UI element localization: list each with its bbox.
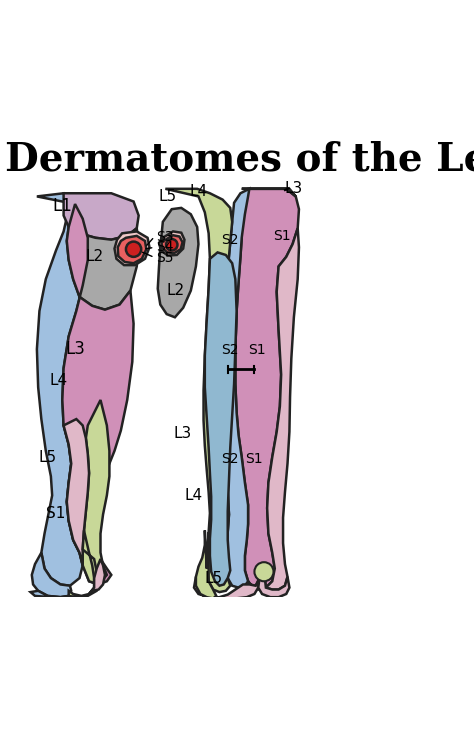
Text: L4: L4 [190, 184, 208, 199]
Text: L3: L3 [65, 340, 85, 358]
Polygon shape [89, 559, 105, 594]
Polygon shape [258, 570, 290, 597]
Polygon shape [248, 570, 266, 590]
Text: S4: S4 [156, 240, 173, 254]
Polygon shape [159, 231, 184, 255]
Text: Dermatomes of the Legs: Dermatomes of the Legs [5, 140, 474, 179]
Polygon shape [115, 231, 149, 265]
Text: L5: L5 [158, 189, 176, 204]
Polygon shape [158, 208, 199, 318]
Text: S2: S2 [221, 451, 239, 466]
Polygon shape [196, 531, 216, 599]
Text: L4: L4 [50, 374, 68, 388]
Text: L5: L5 [204, 571, 222, 585]
Polygon shape [63, 204, 134, 585]
Text: S2: S2 [221, 233, 239, 247]
Polygon shape [64, 193, 139, 239]
Polygon shape [69, 531, 99, 597]
Polygon shape [221, 189, 249, 588]
Text: L5: L5 [38, 450, 56, 465]
Polygon shape [82, 400, 109, 585]
Text: L3: L3 [285, 181, 303, 196]
Polygon shape [165, 189, 232, 592]
Text: S5: S5 [156, 250, 173, 264]
Polygon shape [67, 227, 139, 310]
Polygon shape [30, 591, 69, 597]
Polygon shape [64, 419, 89, 565]
Polygon shape [205, 253, 237, 585]
Text: L4: L4 [184, 488, 202, 503]
Polygon shape [118, 236, 146, 264]
Text: L2: L2 [167, 283, 185, 298]
Circle shape [255, 562, 273, 581]
Polygon shape [37, 193, 88, 585]
Circle shape [166, 239, 177, 250]
Polygon shape [242, 189, 296, 196]
Text: L2: L2 [85, 250, 103, 264]
Text: S1: S1 [46, 506, 65, 520]
Text: S3: S3 [156, 229, 173, 244]
Text: S1: S1 [248, 343, 266, 358]
Polygon shape [162, 235, 182, 253]
Text: S2: S2 [221, 343, 239, 358]
Polygon shape [266, 228, 299, 590]
Polygon shape [32, 553, 71, 597]
Polygon shape [194, 577, 260, 599]
Polygon shape [236, 189, 299, 590]
Text: S1: S1 [273, 229, 291, 243]
Circle shape [126, 242, 141, 257]
Text: L1: L1 [53, 197, 72, 215]
Text: L3: L3 [173, 426, 191, 441]
Text: S1: S1 [245, 451, 263, 466]
